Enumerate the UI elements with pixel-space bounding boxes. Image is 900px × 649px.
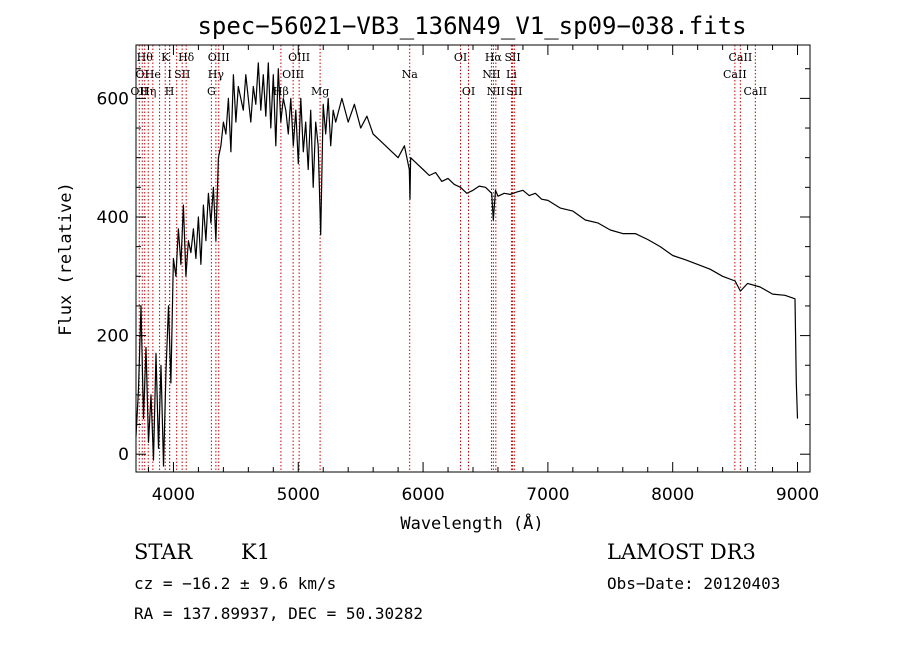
line-marker-label: OIII	[288, 51, 310, 64]
line-marker-label: NII	[482, 68, 500, 81]
line-marker-label: Hη	[140, 85, 156, 98]
line-marker-label: OI	[462, 85, 475, 98]
obs-date: Obs−Date: 20120403	[607, 574, 781, 593]
line-marker-label: CaII	[723, 68, 747, 81]
line-marker-label: NII	[487, 85, 505, 98]
axis-ticks: 4000 5000 6000 7000 8000 9000 0 200 400 600	[97, 45, 819, 505]
line-marker-label: Na	[402, 68, 419, 81]
line-marker-label: OI	[454, 51, 467, 64]
line-marker-label: OIII	[208, 51, 230, 64]
y-tick-label: 200	[97, 327, 129, 347]
line-marker-label: SII	[506, 85, 522, 98]
spectral-line-markers	[138, 45, 756, 472]
line-marker-label: Li	[506, 68, 517, 81]
y-tick-label: 600	[97, 89, 129, 109]
ra-dec: RA = 137.89937, DEC = 50.30282	[134, 604, 423, 623]
line-marker-label: Mg	[311, 85, 329, 98]
spectrum-line	[135, 62, 799, 467]
line-marker-label: OIII	[282, 68, 304, 81]
y-tick-label: 0	[118, 445, 129, 465]
spectrum-series	[135, 62, 799, 467]
object-class: STAR	[134, 540, 193, 564]
x-tick-label: 8000	[651, 485, 694, 505]
line-marker-label: OII	[130, 85, 148, 98]
line-marker-label: Hα	[485, 51, 503, 64]
line-marker-label: Hβ	[273, 85, 289, 98]
x-tick-label: 5000	[277, 485, 320, 505]
y-axis-label: Flux (relative)	[56, 182, 76, 336]
line-marker-label: SII	[174, 68, 190, 81]
line-marker-label: H	[165, 85, 175, 98]
x-tick-label: 4000	[152, 485, 195, 505]
survey-name: LAMOST DR3	[607, 540, 756, 564]
x-tick-label: 9000	[776, 485, 819, 505]
line-marker-label: OI	[136, 68, 149, 81]
x-tick-label: 6000	[401, 485, 444, 505]
line-marker-label: K	[161, 51, 170, 64]
line-marker-label: G	[207, 85, 216, 98]
x-tick-label: 7000	[526, 485, 569, 505]
redshift-cz: cz = −16.2 ± 9.6 km/s	[134, 574, 337, 593]
line-marker-label: Hγ	[208, 68, 225, 81]
chart-title: spec−56021−VB3_136N49_V1_sp09−038.fits	[197, 12, 746, 40]
subclass: K1	[241, 540, 271, 564]
line-marker-label: He	[145, 68, 161, 81]
line-marker-label: Hδ	[178, 51, 195, 64]
y-tick-label: 400	[97, 208, 129, 228]
line-marker-label: I	[168, 68, 172, 81]
line-marker-label: CaII	[743, 85, 767, 98]
line-marker-label: SII	[504, 51, 520, 64]
line-marker-label: CaII	[729, 51, 753, 64]
x-axis-label: Wavelength (Å)	[400, 512, 543, 534]
line-marker-label: Hθ	[137, 51, 154, 64]
